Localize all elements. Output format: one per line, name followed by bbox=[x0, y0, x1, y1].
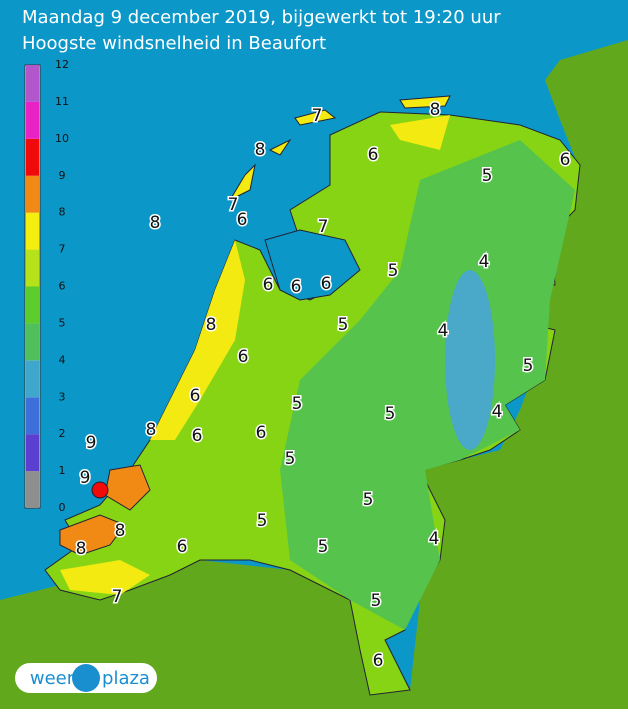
legend-swatch bbox=[26, 175, 39, 213]
neighbour-land bbox=[0, 40, 628, 709]
wind-label: 6 bbox=[256, 423, 267, 443]
wind-label: 9 bbox=[80, 468, 91, 488]
logo-right: plaza bbox=[102, 668, 150, 689]
wind-label: 9 bbox=[86, 433, 97, 453]
wind-label: 6 bbox=[560, 150, 571, 170]
zone-8-north bbox=[390, 115, 450, 150]
wind-label: 6 bbox=[192, 426, 203, 446]
wind-label: 6 bbox=[177, 537, 188, 557]
wind-label: 5 bbox=[388, 261, 399, 281]
wind-label: 5 bbox=[385, 404, 396, 424]
logo-left: weer bbox=[30, 668, 75, 689]
wind-label: 6 bbox=[368, 145, 379, 165]
legend-label: 5 bbox=[59, 316, 66, 329]
legend-swatch bbox=[26, 138, 39, 176]
legend-swatch bbox=[26, 212, 39, 250]
legend-label: 9 bbox=[59, 169, 66, 182]
wind-label: 6 bbox=[321, 274, 332, 294]
wind-label: 4 bbox=[429, 529, 440, 549]
wind-label: 8 bbox=[206, 315, 217, 335]
wind-label: 5 bbox=[318, 537, 329, 557]
legend-swatch bbox=[26, 101, 39, 139]
ijsselmeer bbox=[264, 229, 361, 301]
wind-label: 5 bbox=[523, 356, 534, 376]
legend-swatch bbox=[26, 65, 39, 102]
legend-swatch bbox=[26, 434, 39, 472]
legend-label: 3 bbox=[59, 390, 66, 403]
wind-label: 8 bbox=[146, 420, 157, 440]
subtitle: Hoogste windsnelheid in Beaufort bbox=[22, 33, 326, 54]
legend-label: 8 bbox=[59, 206, 66, 219]
legend-swatch bbox=[26, 323, 39, 361]
wind-label: 4 bbox=[479, 252, 490, 272]
islands bbox=[228, 95, 451, 202]
title: Maandag 9 december 2019, bijgewerkt tot … bbox=[22, 7, 501, 28]
wind-label: 6 bbox=[263, 275, 274, 295]
wind-label: 4 bbox=[438, 321, 449, 341]
wind-label: 5 bbox=[257, 511, 268, 531]
wind-label: 4 bbox=[492, 402, 503, 422]
zone-9 bbox=[91, 481, 109, 499]
legend-swatch bbox=[26, 286, 39, 324]
zeeland-west bbox=[59, 514, 126, 556]
wind-label: 6 bbox=[237, 210, 248, 230]
legend-label: 7 bbox=[59, 243, 66, 256]
legend-label: 1 bbox=[59, 464, 66, 477]
wind-label: 7 bbox=[112, 587, 123, 607]
wind-label: 7 bbox=[228, 195, 239, 215]
wind-label: 8 bbox=[115, 521, 126, 541]
legend-swatch bbox=[26, 360, 39, 398]
wind-label: 8 bbox=[430, 100, 441, 120]
wind-label: 8 bbox=[255, 140, 266, 160]
wind-label: 8 bbox=[150, 213, 161, 233]
wind-label: 6 bbox=[190, 386, 201, 406]
wind-label: 7 bbox=[312, 106, 323, 126]
wind-label: 6 bbox=[291, 277, 302, 297]
legend-label: 6 bbox=[59, 280, 66, 293]
wind-label: 5 bbox=[371, 591, 382, 611]
zone-8 bbox=[150, 240, 245, 440]
wind-label: 6 bbox=[373, 651, 384, 671]
wind-label: 6 bbox=[238, 347, 249, 367]
wind-label: 5 bbox=[363, 490, 374, 510]
legend-label: 12 bbox=[55, 58, 69, 71]
legend-label: 0 bbox=[59, 501, 66, 514]
legend-label: 11 bbox=[55, 95, 69, 108]
logo-icon bbox=[72, 664, 100, 692]
legend-swatch bbox=[26, 471, 39, 508]
wind-label: 7 bbox=[318, 217, 329, 237]
wind-label: 5 bbox=[285, 449, 296, 469]
zone-5 bbox=[280, 140, 575, 630]
wind-label: 5 bbox=[292, 394, 303, 414]
legend-label: 10 bbox=[55, 132, 69, 145]
wind-label: 5 bbox=[338, 315, 349, 335]
wind-label: 8 bbox=[76, 539, 87, 559]
legend-label: 2 bbox=[59, 427, 66, 440]
zone-4 bbox=[445, 270, 495, 450]
legend-swatch bbox=[26, 249, 39, 287]
legend-label: 4 bbox=[59, 353, 66, 366]
legend-swatch bbox=[26, 397, 39, 435]
wind-label: 5 bbox=[482, 166, 493, 186]
zone-7-south bbox=[60, 560, 150, 595]
